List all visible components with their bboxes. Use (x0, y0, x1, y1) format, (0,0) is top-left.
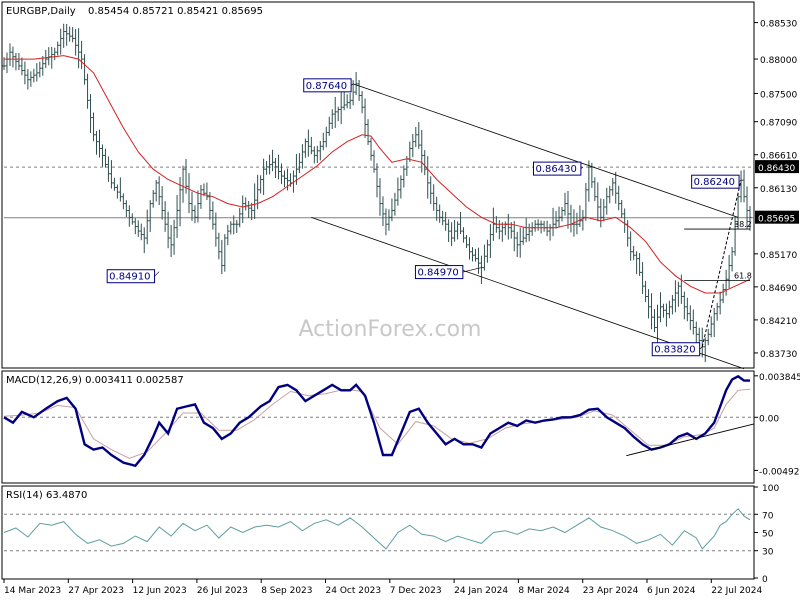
date-axis-label: 24 Oct 2023 (326, 586, 382, 596)
macd-axis-label: 0.003845 (759, 373, 800, 383)
price-axis-label: 0.88530 (760, 20, 797, 30)
swing-label: 0.83820 (654, 345, 695, 356)
watermark: ActionForex.com (299, 317, 482, 342)
price-axis-label: 0.84210 (760, 317, 797, 327)
price-axis-label: 0.85170 (760, 251, 797, 261)
date-axis-label: 22 Jul 2024 (711, 586, 762, 596)
date-axis-label: 23 Apr 2024 (583, 586, 639, 596)
swing-label: 0.87640 (306, 81, 347, 92)
price-axis-label: 0.86130 (760, 185, 797, 195)
rsi-title: RSI(14) 63.4870 (6, 490, 87, 501)
price-axis-label: 0.83730 (760, 350, 797, 360)
rsi-axis-label: 100 (762, 484, 779, 494)
date-axis-label: 8 Mar 2024 (518, 586, 570, 596)
price-axis-label: 0.87500 (760, 90, 797, 100)
date-axis-label: 7 Dec 2023 (390, 586, 442, 596)
rsi-axis-label: 70 (762, 511, 774, 521)
date-axis-label: 6 Jun 2024 (647, 586, 696, 596)
price-tag-label: 0.86430 (758, 164, 795, 174)
date-axis-label: 14 Mar 2023 (4, 586, 61, 596)
price-tag-label: 0.85695 (758, 215, 795, 225)
date-axis-label: 8 Sep 2023 (261, 586, 312, 596)
date-axis-label: 24 Jan 2024 (454, 586, 508, 596)
price-axis-label: 0.84690 (760, 284, 797, 294)
swing-label: 0.86430 (535, 164, 576, 175)
macd-axis-label: 0.00 (759, 414, 779, 424)
swing-label: 0.84910 (109, 272, 150, 283)
macd-axis-label: -0.004925 (759, 467, 800, 477)
swing-label: 0.86240 (694, 177, 735, 188)
date-axis-label: 26 Jul 2023 (197, 586, 248, 596)
date-axis-label: 12 Jun 2023 (133, 586, 187, 596)
price-axis-label: 0.88000 (760, 56, 797, 66)
fib-level-label: 38.2 (734, 220, 752, 229)
symbol-title: EURGBP,Daily (6, 6, 76, 17)
rsi-axis-label: 50 (762, 530, 774, 540)
rsi-axis-label: 30 (762, 548, 774, 558)
swing-label: 0.84970 (417, 268, 458, 279)
rsi-axis-label: 0 (762, 575, 768, 585)
price-axis-label: 0.87090 (760, 119, 797, 129)
macd-title: MACD(12,26,9) 0.003411 0.002587 (6, 375, 184, 386)
date-axis-label: 27 Apr 2023 (68, 586, 124, 596)
ohlc-readout: 0.85454 0.85721 0.85421 0.85695 (88, 6, 263, 17)
fib-level-label: 61.8 (734, 272, 752, 281)
